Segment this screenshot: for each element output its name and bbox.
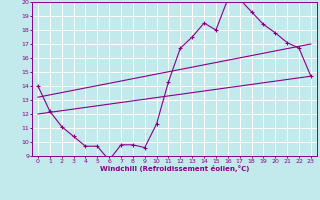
X-axis label: Windchill (Refroidissement éolien,°C): Windchill (Refroidissement éolien,°C) xyxy=(100,165,249,172)
